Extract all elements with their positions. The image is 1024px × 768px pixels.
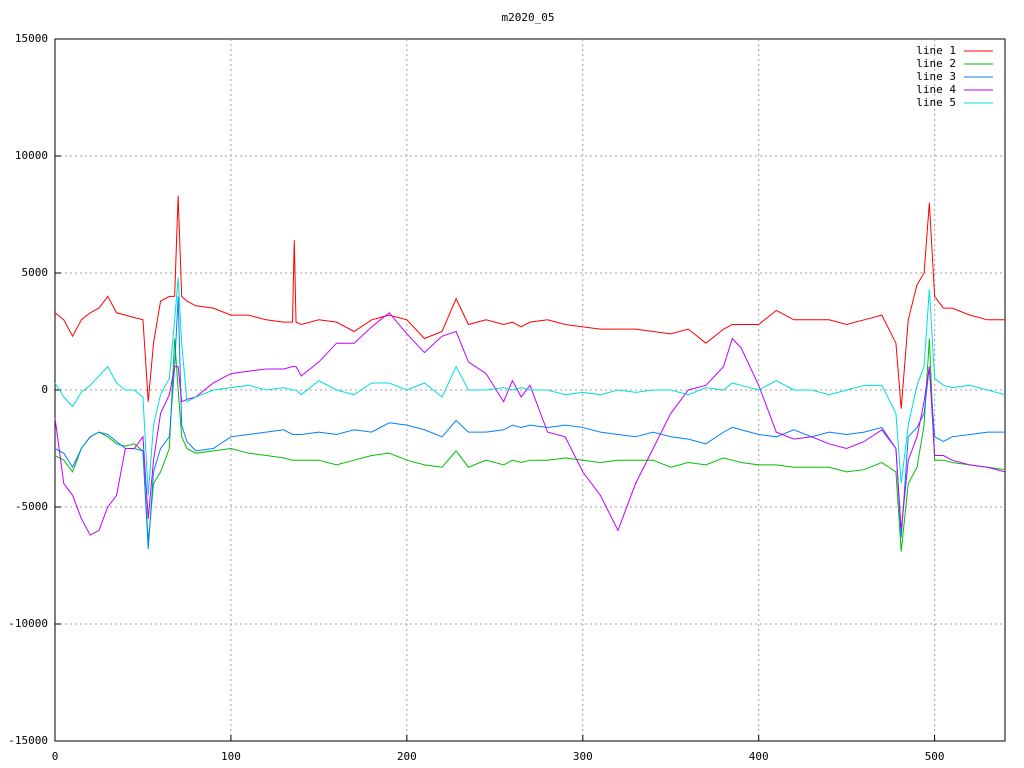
x-tick-label: 0 xyxy=(52,750,59,763)
y-tick-label: 0 xyxy=(41,383,48,396)
data-line xyxy=(54,312,1006,536)
chart-title: m2020_05 xyxy=(502,11,555,24)
legend-label: line 4 xyxy=(916,83,956,96)
y-tick-label: 5000 xyxy=(22,266,49,279)
data-line xyxy=(54,195,1005,409)
x-tick-label: 300 xyxy=(573,750,593,763)
y-tick-label: -10000 xyxy=(8,617,48,630)
y-tick-label: -5000 xyxy=(15,500,48,513)
legend-label: line 1 xyxy=(916,44,956,57)
legend-label: line 3 xyxy=(916,70,956,83)
y-tick-label: 15000 xyxy=(15,32,48,45)
legend-label: line 5 xyxy=(916,96,956,109)
x-tick-label: 100 xyxy=(221,750,241,763)
x-tick-label: 200 xyxy=(397,750,417,763)
y-tick-label: -15000 xyxy=(8,734,48,747)
x-tick-label: 500 xyxy=(925,750,945,763)
data-line xyxy=(54,296,1005,550)
data-line xyxy=(54,277,1006,496)
legend-label: line 2 xyxy=(916,57,956,70)
data-line xyxy=(54,338,1006,552)
x-tick-label: 400 xyxy=(749,750,769,763)
y-tick-label: 10000 xyxy=(15,149,48,162)
